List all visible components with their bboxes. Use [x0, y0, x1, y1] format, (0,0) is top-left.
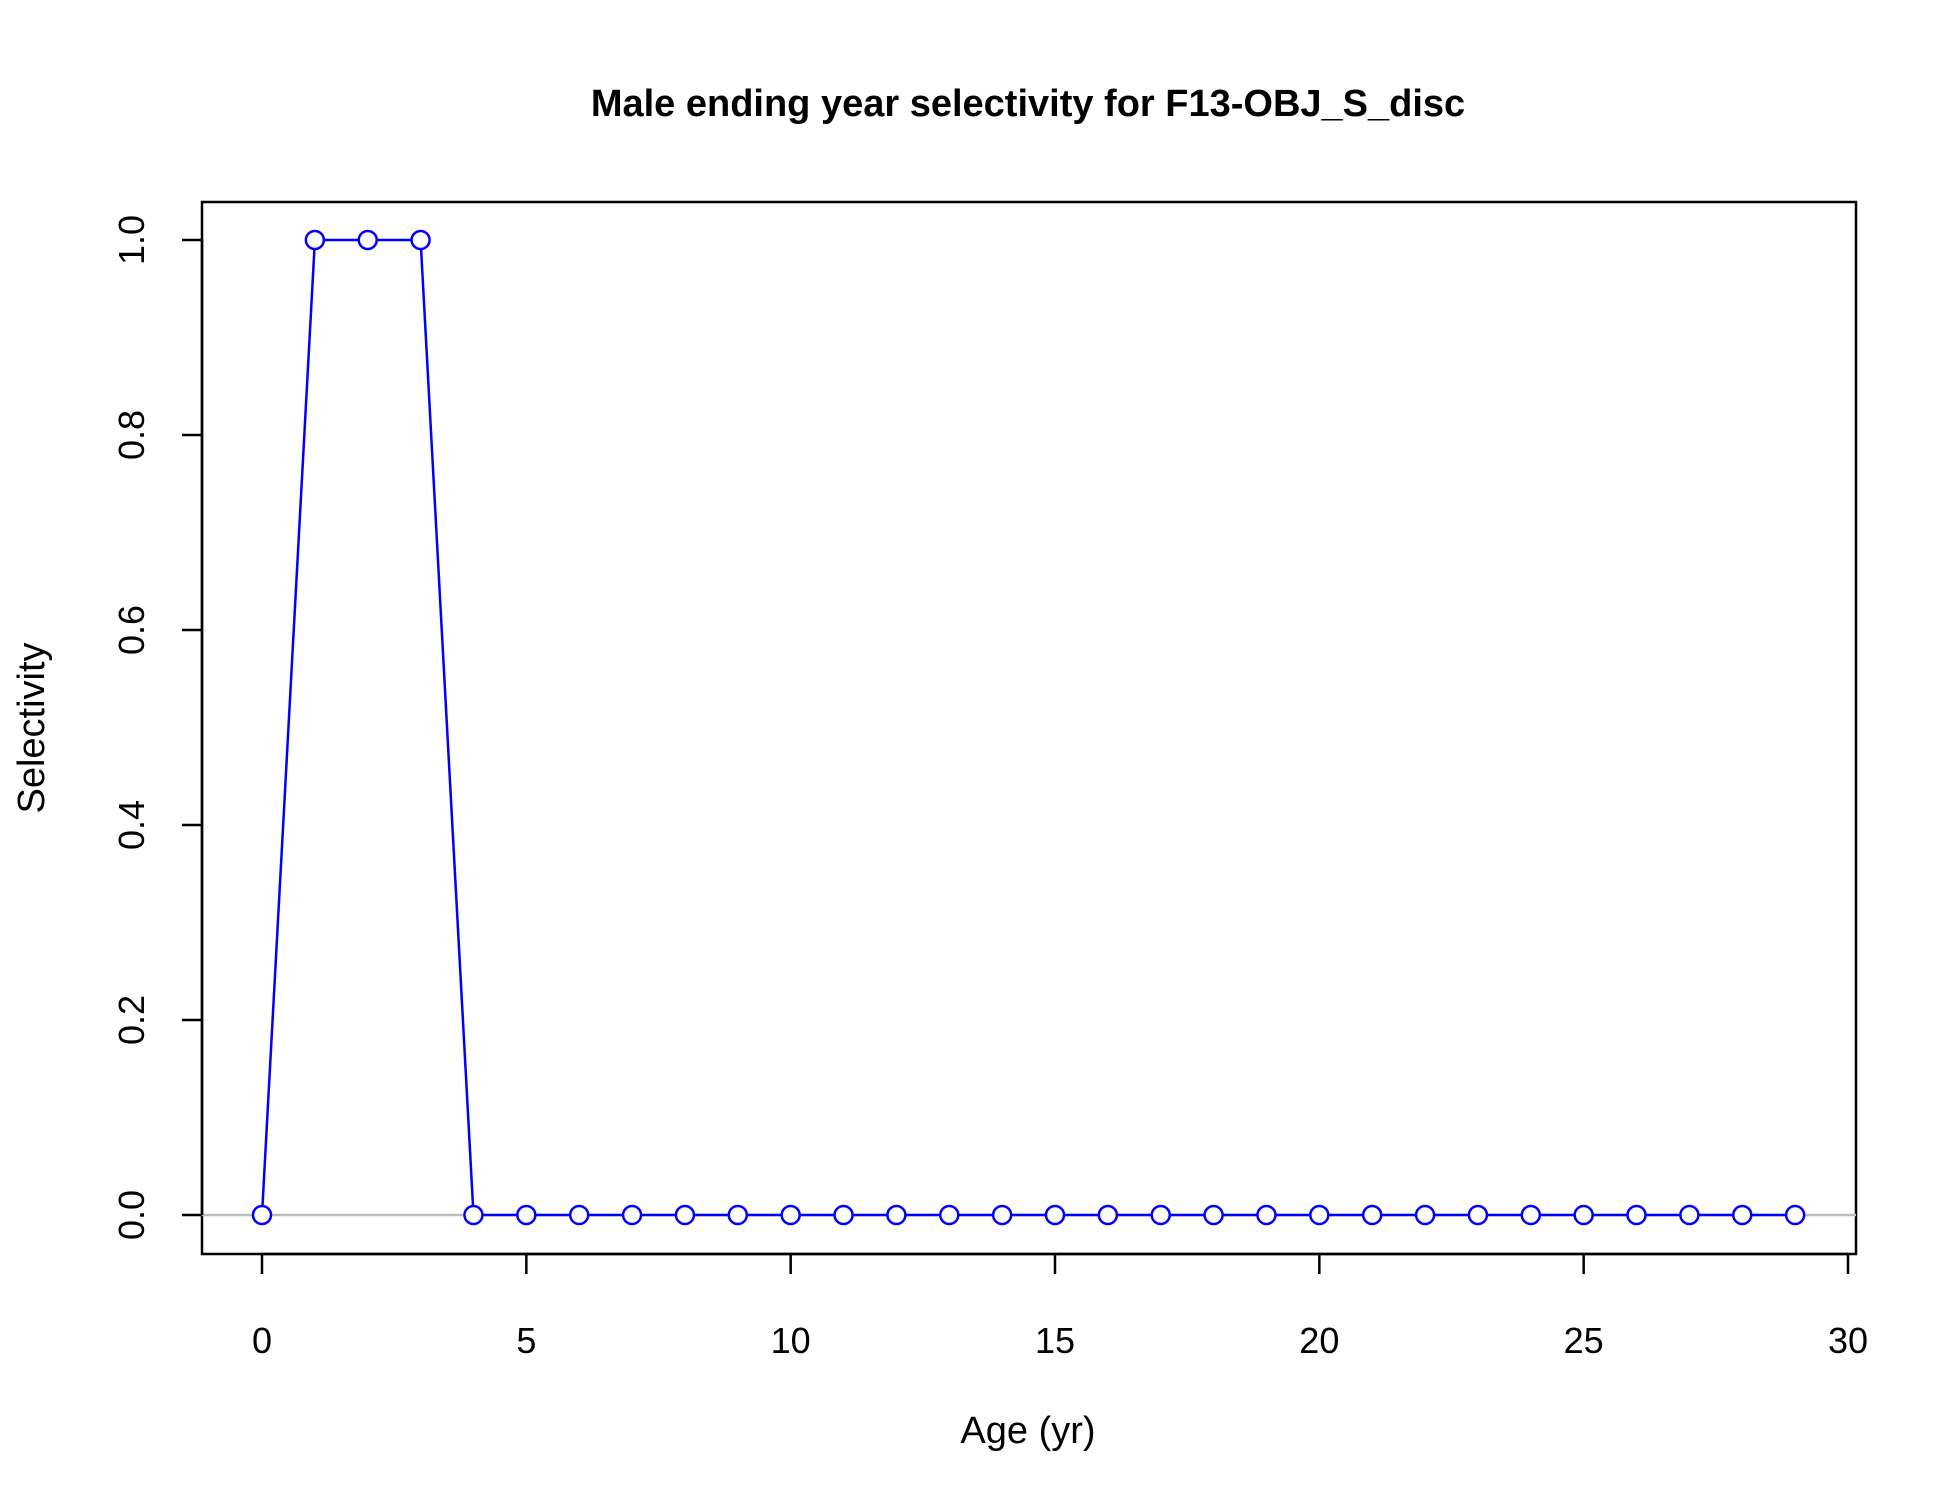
y-tick-label: 0.8 — [111, 410, 152, 460]
y-axis: 0.0 0.2 0.4 0.6 0.8 1.0 — [111, 215, 204, 1240]
x-axis: 0 5 10 15 20 25 30 — [252, 1252, 1868, 1361]
y-tick-label: 1.0 — [111, 215, 152, 265]
data-point — [1150, 1204, 1171, 1226]
y-tick-label: 0.4 — [111, 800, 152, 850]
data-point — [1097, 1204, 1119, 1226]
x-tick-label: 30 — [1828, 1320, 1868, 1361]
data-point — [991, 1204, 1013, 1226]
chart-title: Male ending year selectivity for F13-OBJ… — [591, 83, 1465, 125]
y-tick-label: 0.6 — [111, 605, 152, 655]
data-point — [1256, 1204, 1277, 1226]
data-point — [357, 229, 378, 251]
data-point — [463, 1204, 484, 1226]
data-point — [833, 1204, 854, 1226]
data-point — [1626, 1204, 1647, 1226]
data-point — [410, 229, 431, 251]
x-tick-label: 20 — [1299, 1320, 1339, 1361]
series-layer — [251, 229, 1806, 1226]
data-point — [1203, 1204, 1224, 1226]
plot-frame — [200, 200, 1858, 1256]
data-point — [1044, 1204, 1066, 1226]
data-point — [1520, 1204, 1542, 1226]
data-point — [727, 1204, 749, 1226]
x-tick-label: 25 — [1564, 1320, 1604, 1361]
data-point — [568, 1204, 590, 1226]
data-point — [251, 1204, 273, 1226]
data-point — [1414, 1204, 1436, 1226]
data-point — [1679, 1204, 1700, 1226]
data-point — [516, 1204, 537, 1226]
y-tick-label: 0.2 — [111, 995, 152, 1045]
data-point — [1732, 1204, 1753, 1226]
data-point — [1573, 1204, 1594, 1226]
data-point — [886, 1204, 907, 1226]
y-axis-label: Selectivity — [11, 642, 53, 813]
x-tick-label: 10 — [771, 1320, 811, 1361]
data-point — [1784, 1204, 1806, 1226]
data-point — [621, 1204, 643, 1226]
x-tick-label: 5 — [516, 1320, 536, 1361]
series-line — [260, 238, 1796, 1217]
data-point — [1361, 1204, 1383, 1226]
x-tick-label: 0 — [252, 1320, 272, 1361]
y-tick-label: 0.0 — [111, 1190, 152, 1240]
data-point — [1309, 1204, 1330, 1226]
data-point — [674, 1204, 696, 1226]
data-point — [304, 229, 326, 251]
data-point — [939, 1204, 960, 1226]
x-tick-label: 15 — [1035, 1320, 1075, 1361]
data-point — [780, 1204, 801, 1226]
data-point — [1467, 1204, 1489, 1226]
x-axis-label: Age (yr) — [960, 1410, 1095, 1452]
